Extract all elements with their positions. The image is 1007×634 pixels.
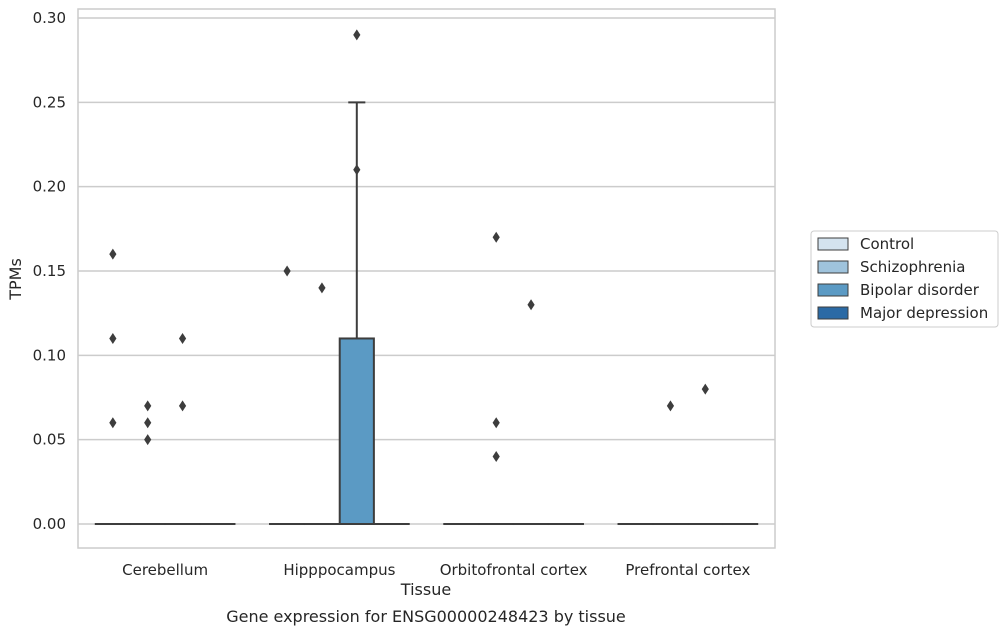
outlier-point bbox=[492, 417, 500, 429]
chart-title: Gene expression for ENSG00000248423 by t… bbox=[226, 607, 626, 626]
outlier-point bbox=[144, 400, 152, 412]
outliers bbox=[109, 29, 709, 463]
y-tick-label: 0.30 bbox=[33, 9, 66, 27]
outlier-point bbox=[353, 164, 361, 176]
legend-entry: Schizophrenia bbox=[860, 258, 965, 276]
outlier-point bbox=[109, 417, 117, 429]
outlier-point bbox=[666, 400, 675, 412]
boxes bbox=[94, 101, 759, 526]
legend-entry: Major depression bbox=[860, 304, 988, 322]
y-tick-label: 0.05 bbox=[33, 431, 66, 449]
legend-frame bbox=[810, 230, 999, 328]
outlier-point bbox=[283, 265, 291, 277]
outlier-point bbox=[178, 332, 187, 344]
y-tick-label: 0.15 bbox=[33, 262, 66, 280]
x-axis-ticks: Cerebellum Hipppocampus Orbitofrontal cort… bbox=[122, 561, 750, 579]
x-tick-label: Cerebellum bbox=[122, 561, 208, 579]
y-tick-label: 0.20 bbox=[33, 178, 66, 196]
y-axis-ticks: 0.00 0.05 0.10 0.15 0.20 0.25 0.30 bbox=[33, 9, 66, 533]
legend-swatch bbox=[817, 283, 849, 297]
outlier-point bbox=[492, 231, 500, 243]
box-bipolar-disorder bbox=[338, 337, 375, 526]
y-axis-label: TPMs bbox=[6, 258, 25, 301]
outlier-point bbox=[144, 417, 152, 429]
outlier-point bbox=[144, 434, 152, 446]
outlier-point bbox=[492, 451, 500, 463]
legend: Control Schizophrenia Bipolar disorder Majo… bbox=[810, 230, 999, 328]
plot-area-frame bbox=[77, 8, 776, 549]
outlier-point bbox=[178, 400, 187, 412]
outlier-point bbox=[318, 282, 326, 294]
legend-swatch bbox=[817, 260, 849, 274]
legend-entry: Bipolar disorder bbox=[860, 281, 980, 299]
x-tick-label: Hipppocampus bbox=[283, 561, 395, 579]
outlier-point bbox=[527, 299, 535, 311]
x-tick-label: Orbitofrontal cortex bbox=[440, 561, 588, 579]
legend-swatch bbox=[817, 306, 849, 320]
y-tick-label: 0.25 bbox=[33, 93, 66, 111]
x-axis-label: Tissue bbox=[400, 580, 451, 599]
outlier-point bbox=[109, 332, 117, 344]
outlier-point bbox=[353, 29, 361, 41]
outlier-point bbox=[701, 383, 709, 395]
y-tick-label: 0.00 bbox=[33, 515, 66, 533]
outlier-point bbox=[109, 248, 117, 260]
legend-swatch bbox=[817, 237, 849, 251]
y-tick-label: 0.10 bbox=[33, 346, 66, 364]
grid-lines bbox=[78, 17, 775, 525]
x-tick-label: Prefrontal cortex bbox=[625, 561, 750, 579]
legend-entry: Control bbox=[860, 235, 914, 253]
